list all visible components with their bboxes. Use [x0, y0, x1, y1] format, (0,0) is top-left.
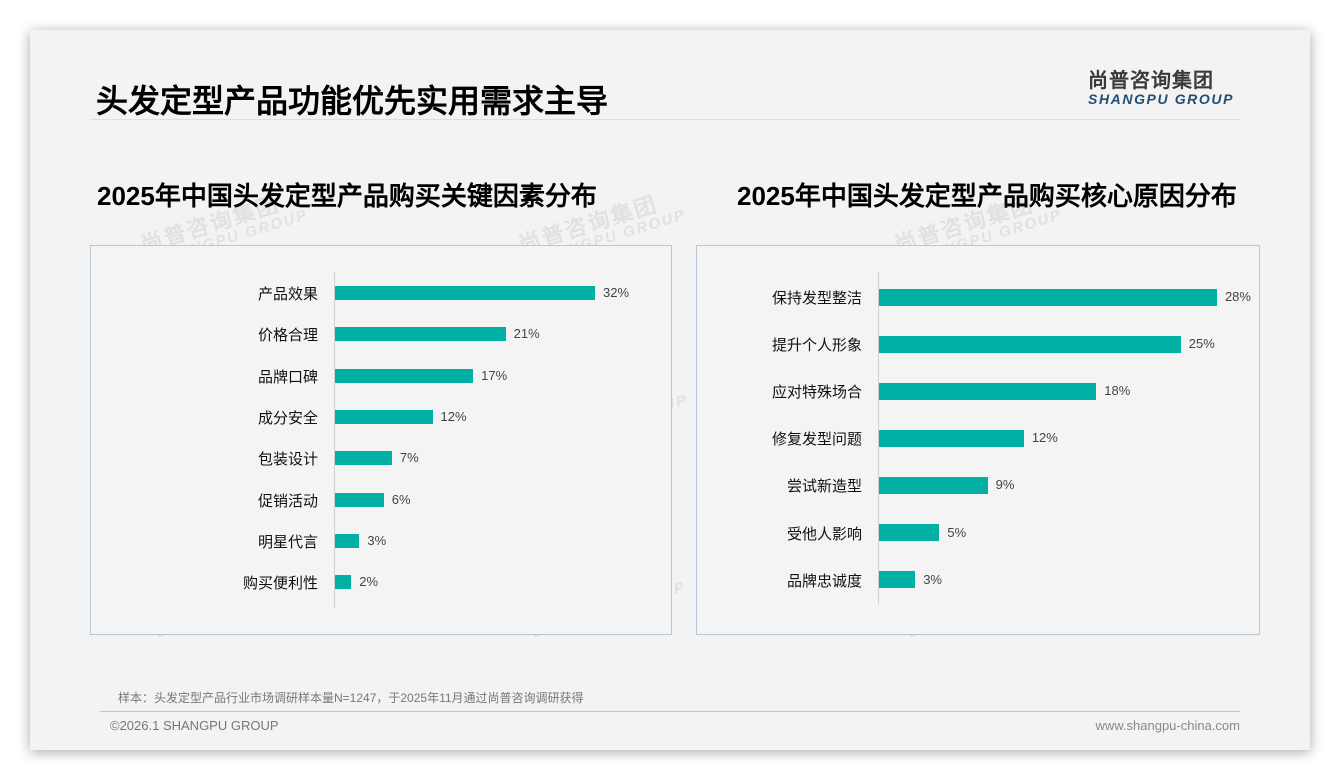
bar — [335, 451, 392, 466]
value-label: 5% — [947, 524, 967, 540]
bar — [879, 571, 916, 589]
bar — [879, 476, 988, 494]
chart-right: 保持发型整洁 28% 提升个人形象 25% 应对特殊场合 18% 修复发型问题 12% 尝试新造… — [696, 245, 1260, 635]
category-label: 尝试新造型 — [786, 477, 862, 496]
category-label: 明星代言 — [257, 532, 318, 551]
value-label: 25% — [1188, 336, 1215, 352]
value-label: 6% — [391, 491, 411, 507]
category-label: 品牌忠诚度 — [786, 571, 862, 590]
logo-cn-text: 尚普咨询集团 — [1088, 70, 1214, 92]
category-label: 促销活动 — [257, 491, 318, 510]
value-label: 12% — [440, 408, 467, 424]
bar — [335, 368, 474, 383]
bar — [335, 286, 595, 300]
category-label: 包装设计 — [257, 450, 318, 469]
company-logo: 尚普咨询集团 SHANGPU GROUP — [1088, 64, 1234, 107]
value-label: 18% — [1104, 383, 1131, 399]
bar — [335, 492, 384, 507]
bar — [879, 335, 1181, 353]
slide: 头发定型产品功能优先实用需求主导 尚普咨询集团 SHANGPU GROUP 尚普… — [30, 30, 1310, 750]
category-label: 成分安全 — [257, 408, 318, 427]
bar — [879, 524, 940, 541]
value-label: 7% — [399, 450, 419, 466]
website-link[interactable]: www.shangpu-china.com — [1095, 718, 1240, 733]
category-label: 提升个人形象 — [771, 336, 862, 355]
chart-title-left: 2025年中国头发定型产品购买关键因素分布 — [97, 181, 597, 211]
bar — [335, 327, 506, 342]
value-label: 9% — [995, 477, 1015, 493]
bar — [335, 575, 352, 590]
footer-divider — [100, 711, 1240, 712]
value-label: 3% — [923, 571, 942, 587]
copyright: ©2026.1 SHANGPU GROUP — [110, 718, 279, 733]
value-label: 12% — [1031, 430, 1058, 446]
bar — [879, 382, 1097, 400]
category-label: 购买便利性 — [242, 574, 318, 593]
page-title: 头发定型产品功能优先实用需求主导 — [96, 83, 609, 119]
bar — [879, 429, 1024, 447]
category-label: 产品效果 — [257, 285, 318, 303]
value-label: 21% — [513, 326, 540, 342]
category-label: 应对特殊场合 — [771, 383, 862, 402]
chart-title-right: 2025年中国头发定型产品购买核心原因分布 — [737, 181, 1237, 211]
y-axis-line — [334, 272, 335, 608]
title-divider — [90, 119, 1240, 120]
value-label: 2% — [359, 574, 379, 590]
category-label: 受他人影响 — [786, 524, 862, 543]
sample-note: 样本：头发定型产品行业市场调研样本量N=1247，于2025年11月通过尚普咨询… — [118, 691, 584, 705]
bar — [335, 409, 433, 424]
bar — [335, 533, 360, 548]
value-label: 28% — [1224, 289, 1251, 304]
logo-en-text: SHANGPU GROUP — [1088, 91, 1235, 107]
y-axis-line — [878, 272, 879, 604]
value-label: 17% — [481, 367, 508, 383]
category-label: 品牌口碑 — [257, 367, 318, 386]
category-label: 修复发型问题 — [771, 430, 862, 449]
chart-left: 产品效果 32% 价格合理 21% 品牌口碑 17% 成分安全 12% 包装设计 7% 促销活动 6%… — [90, 245, 672, 635]
category-label: 价格合理 — [257, 326, 318, 345]
value-label: 32% — [603, 285, 630, 300]
value-label: 3% — [367, 532, 387, 548]
category-label: 保持发型整洁 — [771, 289, 862, 307]
bar — [879, 288, 1217, 306]
